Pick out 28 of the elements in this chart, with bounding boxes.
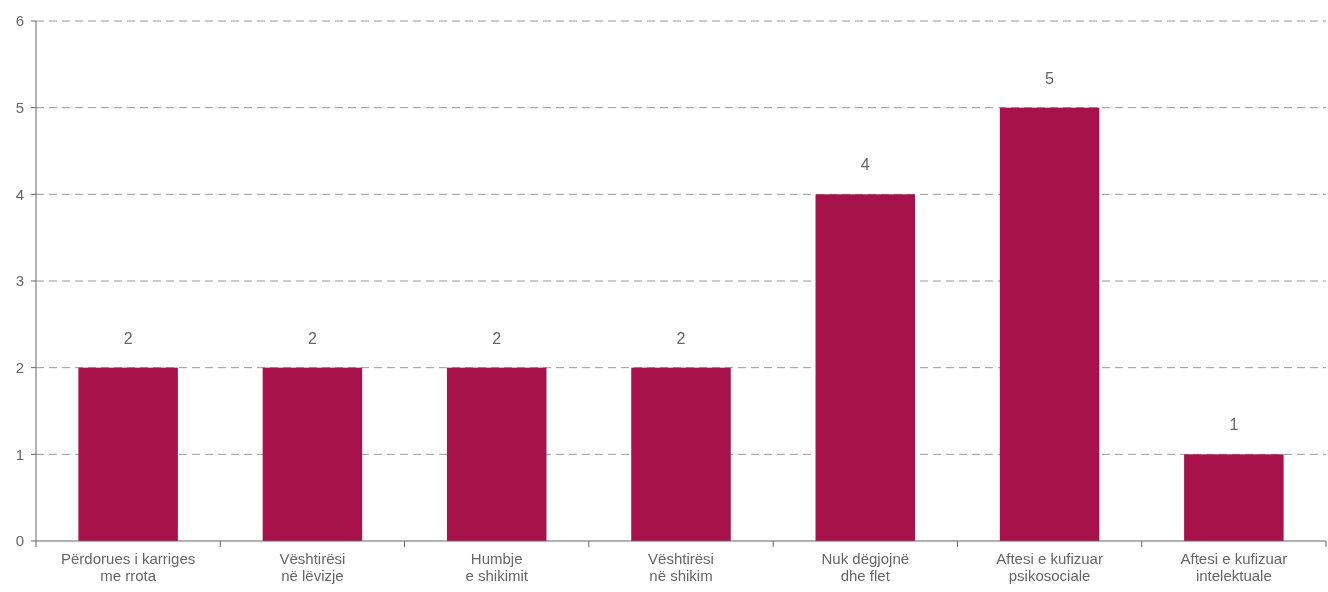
x-tick-label: Vështirësi në lëvizje [279,550,346,584]
x-tick-label: Përdorues i karriges me rrota [61,550,196,584]
x-tick-label: Aftesi e kufizuar psikosociale [996,550,1103,584]
y-tick-label: 3 [15,272,24,290]
data-label: 2 [123,329,133,347]
bar [815,194,916,541]
y-tick-label: 4 [15,185,24,203]
bar [262,367,363,541]
data-label: 1 [1229,416,1239,434]
x-tick-label: Aftesi e kufizuar intelektuale [1180,550,1288,584]
y-tick-label: 1 [15,445,24,463]
data-label: 2 [307,329,317,347]
data-label: 2 [492,329,502,347]
y-tick-label: 0 [15,532,24,550]
bar [1184,454,1284,541]
x-tick-label: Nuk dëgjojnë dhe flet [821,550,910,584]
bar [631,367,731,541]
data-label: 5 [1045,69,1055,87]
bar [446,367,547,541]
x-tick-label: Vështirësi në shikim [648,550,714,584]
bar [78,367,178,541]
y-tick-label: 2 [15,358,24,376]
y-tick-label: 6 [15,12,24,30]
y-tick-label: 5 [15,98,24,116]
data-label: 4 [860,156,870,174]
bar [999,107,1100,541]
x-tick-label: Humbje e shikimit [465,550,529,584]
data-label: 2 [676,329,686,347]
